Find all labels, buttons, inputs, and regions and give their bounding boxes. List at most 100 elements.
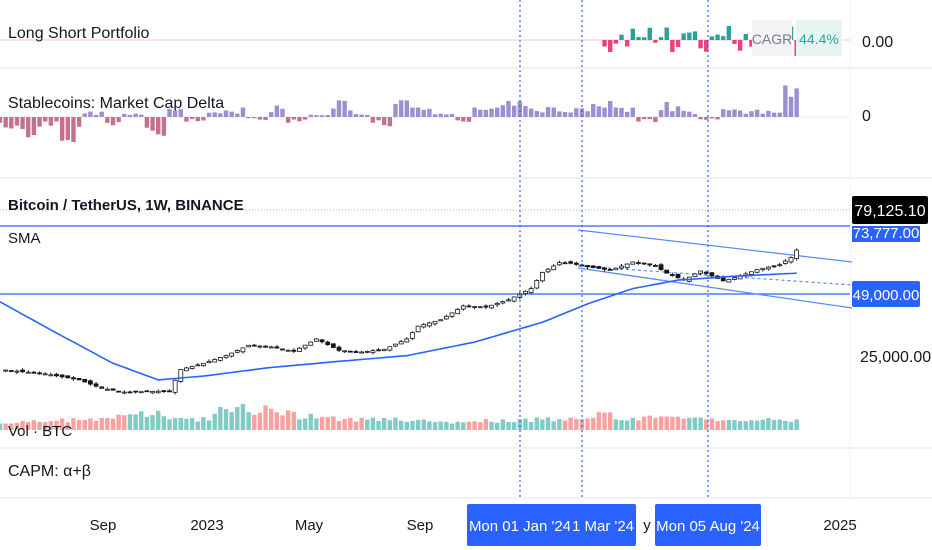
stablecoin-bar <box>675 106 681 117</box>
candle-body <box>703 271 709 274</box>
time-marker-tag-mar <box>570 504 636 546</box>
volume-bar <box>246 412 251 430</box>
ls-axis-value: 0.00 <box>862 34 893 51</box>
volume-bar <box>749 420 754 430</box>
volume-bar <box>788 421 794 430</box>
candle-body <box>506 299 511 302</box>
candle-body <box>308 341 314 346</box>
volume-bar <box>178 417 183 430</box>
stablecoin-bar <box>489 108 494 117</box>
cagr-label: CAGR <box>752 31 792 47</box>
level-upper-tag <box>852 226 920 242</box>
stablecoin-bar <box>658 110 664 117</box>
volume-bar <box>461 422 466 430</box>
volume-bar <box>252 414 257 430</box>
volume-bar <box>201 417 206 430</box>
stablecoin-bar <box>31 117 37 136</box>
stablecoin-bar <box>540 112 545 117</box>
volume-bar <box>692 417 698 430</box>
stablecoin-bar <box>65 117 70 141</box>
candle-body <box>500 301 506 304</box>
candle-body <box>133 390 139 393</box>
long-short-bar <box>698 40 703 49</box>
volume-bar <box>670 416 675 430</box>
candle-body <box>319 339 325 343</box>
volume-bar <box>365 419 370 430</box>
stablecoin-bar <box>133 113 138 117</box>
stablecoin-bar <box>511 105 517 117</box>
volume-bar <box>585 418 590 430</box>
candle-body <box>8 370 14 372</box>
stablecoin-bar <box>314 115 319 117</box>
stablecoin-bar <box>687 111 692 117</box>
stablecoin-bar <box>551 107 556 117</box>
stablecoin-bar <box>455 117 460 121</box>
volume-bar <box>235 407 240 430</box>
stablecoin-bar <box>297 117 302 122</box>
stablecoin-bar <box>0 117 3 123</box>
stablecoin-bar <box>624 111 630 117</box>
stablecoin-bar <box>331 108 336 117</box>
stablecoin-bar <box>54 117 59 122</box>
candle-body <box>421 324 427 328</box>
candle-body <box>613 267 619 271</box>
stablecoin-bar <box>506 101 511 117</box>
candle-body <box>376 349 381 352</box>
volume-bar <box>314 418 319 430</box>
stablecoin-bar <box>37 117 42 127</box>
stablecoin-bar <box>783 85 788 117</box>
time-label-hidden: y <box>643 517 651 534</box>
stablecoin-bar <box>760 113 765 117</box>
volume-bar <box>26 422 31 430</box>
candle-body <box>675 273 681 279</box>
volume-bar <box>14 422 20 430</box>
stablecoin-bar <box>698 117 703 120</box>
stablecoin-bar <box>591 104 596 117</box>
volume-bar <box>353 421 359 430</box>
volume-bar <box>478 422 483 430</box>
stablecoin-bar <box>127 114 133 117</box>
stablecoin-bar <box>246 117 251 119</box>
cagr-value: 44.4% <box>799 31 839 47</box>
stablecoin-bar <box>263 117 268 120</box>
stablecoin-bar <box>449 114 455 117</box>
volume-bar <box>206 420 212 430</box>
candle-body <box>223 355 229 359</box>
time-marker-mar: 1 Mar '24 <box>572 518 634 535</box>
stablecoin-bar <box>223 110 229 117</box>
stablecoin-bar <box>619 107 624 117</box>
stablecoin-bar <box>415 107 421 117</box>
stablecoin-bar <box>444 114 449 117</box>
candle-body <box>274 346 280 349</box>
candle-body <box>426 322 432 327</box>
candle-body <box>766 266 771 270</box>
stablecoin-bar <box>172 110 178 117</box>
stablecoin-bar <box>653 117 658 123</box>
stablecoin-bar <box>670 111 675 117</box>
candle-body <box>37 372 42 375</box>
long-short-bar <box>704 40 709 52</box>
volume-bar <box>150 415 155 430</box>
time-marker-tag-jan <box>467 504 573 546</box>
stablecoin-bar <box>557 111 562 117</box>
volume-bar <box>630 417 635 430</box>
channel-bottom-line <box>577 267 853 309</box>
stablecoin-bar <box>88 111 93 117</box>
volume-bar <box>184 418 189 430</box>
stablecoin-bar <box>376 117 381 121</box>
volume-bar <box>681 418 686 430</box>
volume-bar <box>54 420 59 430</box>
candle-body <box>325 341 331 346</box>
volume-bar <box>274 412 280 430</box>
stablecoin-bar <box>427 108 432 117</box>
stablecoin-bar <box>777 112 782 117</box>
candle-body <box>432 320 438 325</box>
stablecoin-bar <box>319 115 325 117</box>
stablecoin-bar <box>398 100 404 117</box>
volume-bar <box>319 416 325 430</box>
volume-bar <box>743 421 748 430</box>
volume-bar <box>444 421 449 430</box>
stablecoin-bar <box>596 106 602 117</box>
volume-bar <box>455 421 460 430</box>
